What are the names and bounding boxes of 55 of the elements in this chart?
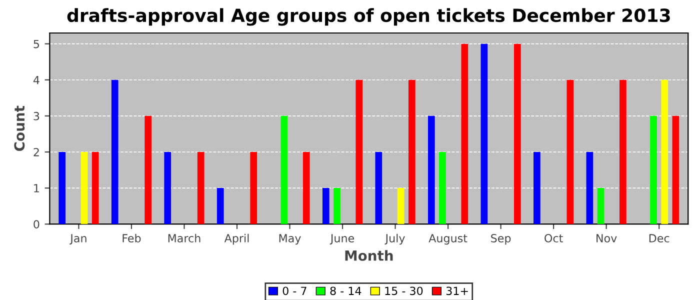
bar bbox=[586, 152, 594, 224]
bar bbox=[80, 152, 88, 224]
y-tick-label: 4 bbox=[33, 76, 40, 84]
bar bbox=[480, 44, 488, 224]
bar bbox=[322, 188, 330, 224]
bar bbox=[216, 188, 224, 224]
bar bbox=[534, 152, 540, 224]
x-tick-label: Jan bbox=[70, 234, 86, 244]
y-tick-label: 0 bbox=[34, 220, 40, 228]
bar bbox=[514, 44, 521, 224]
x-tick-label: July bbox=[384, 234, 405, 245]
bar bbox=[620, 80, 626, 224]
bar bbox=[408, 80, 416, 224]
bar bbox=[428, 116, 435, 224]
bar bbox=[439, 152, 446, 224]
bar bbox=[375, 152, 382, 224]
bar bbox=[302, 152, 310, 224]
bar bbox=[334, 188, 340, 224]
x-tick-label: March bbox=[168, 234, 200, 242]
bar bbox=[397, 188, 404, 224]
legend-label: 31+ bbox=[446, 286, 468, 296]
x-tick-label: Sep bbox=[491, 234, 511, 245]
bar bbox=[197, 152, 204, 224]
y-axis-title: Count bbox=[14, 106, 25, 151]
x-tick-label: August bbox=[428, 234, 468, 245]
x-tick-label: Oct bbox=[544, 234, 563, 242]
bar bbox=[111, 80, 118, 224]
bar bbox=[650, 116, 657, 224]
bar bbox=[280, 116, 288, 224]
x-tick-label: Nov bbox=[596, 234, 617, 242]
legend-label: 0 - 7 bbox=[282, 286, 306, 296]
legend-label: 8 - 14 bbox=[330, 286, 362, 296]
bar bbox=[597, 188, 604, 224]
bar bbox=[566, 80, 574, 224]
y-tick-label: 3 bbox=[34, 112, 40, 120]
bar bbox=[58, 152, 66, 224]
bar bbox=[672, 116, 680, 224]
x-tick-label: May bbox=[279, 234, 301, 245]
x-tick-label: Dec bbox=[649, 234, 670, 242]
chart-title: drafts-approval Age groups of open tickets December 2013 bbox=[67, 8, 670, 26]
bar bbox=[356, 80, 363, 224]
bar bbox=[250, 152, 258, 224]
bar bbox=[92, 152, 99, 224]
bar bbox=[164, 152, 172, 224]
x-tick-label: Feb bbox=[122, 234, 141, 242]
y-tick-label: 1 bbox=[34, 184, 39, 192]
y-tick-label: 5 bbox=[34, 40, 40, 48]
x-tick-label: April bbox=[224, 234, 249, 245]
y-tick-label: 2 bbox=[34, 148, 39, 156]
bar bbox=[661, 80, 668, 224]
bar bbox=[144, 116, 152, 224]
legend-label: 15 - 30 bbox=[385, 286, 423, 296]
x-tick-label: June bbox=[330, 234, 354, 244]
bar bbox=[461, 44, 468, 224]
x-axis-title: Month bbox=[345, 250, 393, 261]
